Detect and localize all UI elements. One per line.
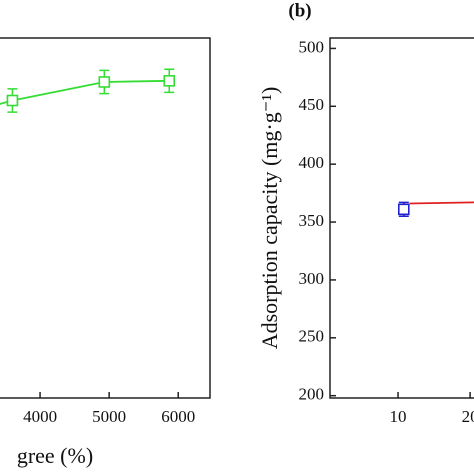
y-tick-label: 250	[299, 327, 325, 346]
x-tick-label: 20	[462, 407, 474, 426]
x-tick-label: 4000	[23, 407, 57, 426]
y-tick-label: 500	[299, 37, 325, 56]
y-tick-label: 300	[299, 269, 325, 288]
y-tick-label: 400	[299, 153, 325, 172]
y-axis-label: Adsorption capacity (mg·g⁻¹)	[257, 87, 282, 350]
point	[163, 75, 176, 87]
x-axis-label: gree (%)	[17, 443, 93, 468]
x-tick-label: 10	[390, 407, 407, 426]
y-tick-label: 350	[299, 211, 325, 230]
series-line	[0, 79, 170, 105]
point	[397, 203, 410, 216]
plot-frame	[329, 37, 474, 399]
point	[98, 76, 111, 88]
y-tick-label: 200	[299, 385, 325, 404]
plot-frame	[0, 37, 211, 399]
point	[6, 94, 19, 107]
x-tick-label: 6000	[161, 407, 195, 426]
y-tick-label: 450	[299, 95, 325, 114]
x-tick-label: 5000	[92, 407, 126, 426]
series-line	[409, 201, 474, 205]
panel-title: (b)	[288, 0, 311, 21]
